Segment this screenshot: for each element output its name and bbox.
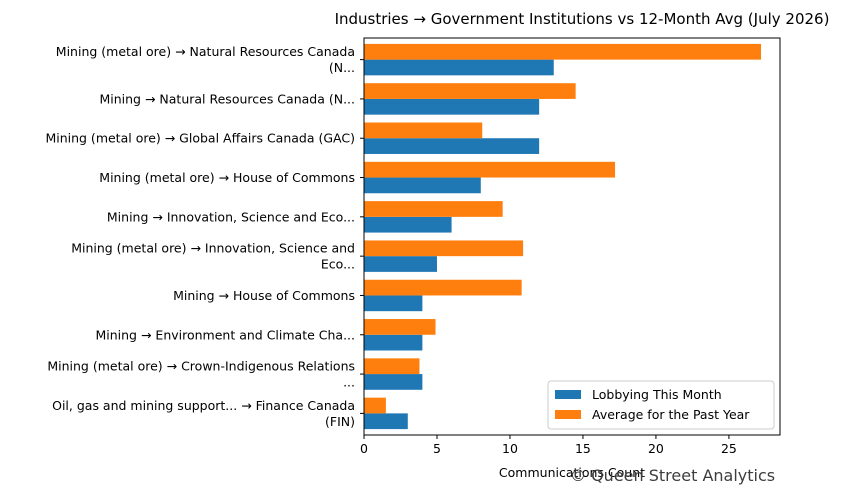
bar-this-month: [364, 295, 423, 312]
x-tick-label: 15: [575, 441, 591, 456]
x-tick-label: 10: [502, 441, 518, 456]
bar-this-month: [364, 177, 481, 194]
bar-past-year-average: [364, 43, 762, 60]
bar-this-month: [364, 138, 540, 154]
y-tick-label: (N...: [329, 60, 355, 75]
y-tick-label: Mining → Innovation, Science and Eco...: [107, 209, 355, 224]
y-tick-label: Oil, gas and mining support... → Finance…: [52, 398, 355, 413]
legend-box: [547, 380, 775, 430]
y-tick-label: Mining (metal ore) → Natural Resources C…: [56, 44, 355, 59]
bar-past-year-average: [364, 83, 576, 99]
bar-this-month: [364, 98, 540, 115]
bar-past-year-average: [364, 397, 386, 414]
legend-swatch: [555, 410, 581, 419]
y-tick-label: Mining (metal ore) → House of Commons: [99, 170, 355, 185]
y-tick-label: Mining (metal ore) → Innovation, Science…: [71, 241, 355, 256]
y-tick-label: Mining (metal ore) → Global Affairs Cana…: [45, 131, 355, 146]
bar-this-month: [364, 374, 423, 390]
x-tick-label: 5: [433, 441, 441, 456]
legend-swatch: [555, 390, 581, 399]
bar-this-month: [364, 59, 554, 76]
bar-past-year-average: [364, 161, 616, 178]
legend-label: Average for the Past Year: [592, 407, 750, 422]
y-tick-label: ...: [343, 375, 355, 390]
x-axis-label: Communications Count: [499, 465, 645, 480]
bar-this-month: [364, 216, 452, 233]
y-tick-label: (FIN): [325, 414, 355, 429]
legend-label: Lobbying This Month: [592, 387, 722, 402]
x-tick-label: 25: [721, 441, 737, 456]
bar-this-month: [364, 334, 423, 351]
bar-past-year-average: [364, 122, 483, 139]
bar-past-year-average: [364, 319, 436, 335]
bar-past-year-average: [364, 201, 503, 217]
bar-this-month: [364, 413, 408, 430]
y-tick-label: Mining → Environment and Climate Cha...: [95, 327, 355, 342]
y-tick-label: Mining → House of Commons: [173, 288, 355, 303]
x-tick-label: 20: [648, 441, 664, 456]
bar-past-year-average: [364, 358, 420, 375]
y-tick-label: Mining (metal ore) → Crown-Indigenous Re…: [47, 359, 355, 374]
x-tick-label: 0: [360, 441, 368, 456]
bar-this-month: [364, 256, 437, 272]
bar-past-year-average: [364, 240, 524, 257]
bar-past-year-average: [364, 279, 522, 296]
chart-title: Industries → Government Institutions vs …: [335, 10, 830, 28]
watermark: © Queen Street Analytics: [570, 466, 776, 485]
y-tick-label: Mining → Natural Resources Canada (N...: [99, 91, 355, 106]
y-tick-label: Eco...: [321, 257, 355, 272]
plot-frame: [363, 37, 781, 436]
